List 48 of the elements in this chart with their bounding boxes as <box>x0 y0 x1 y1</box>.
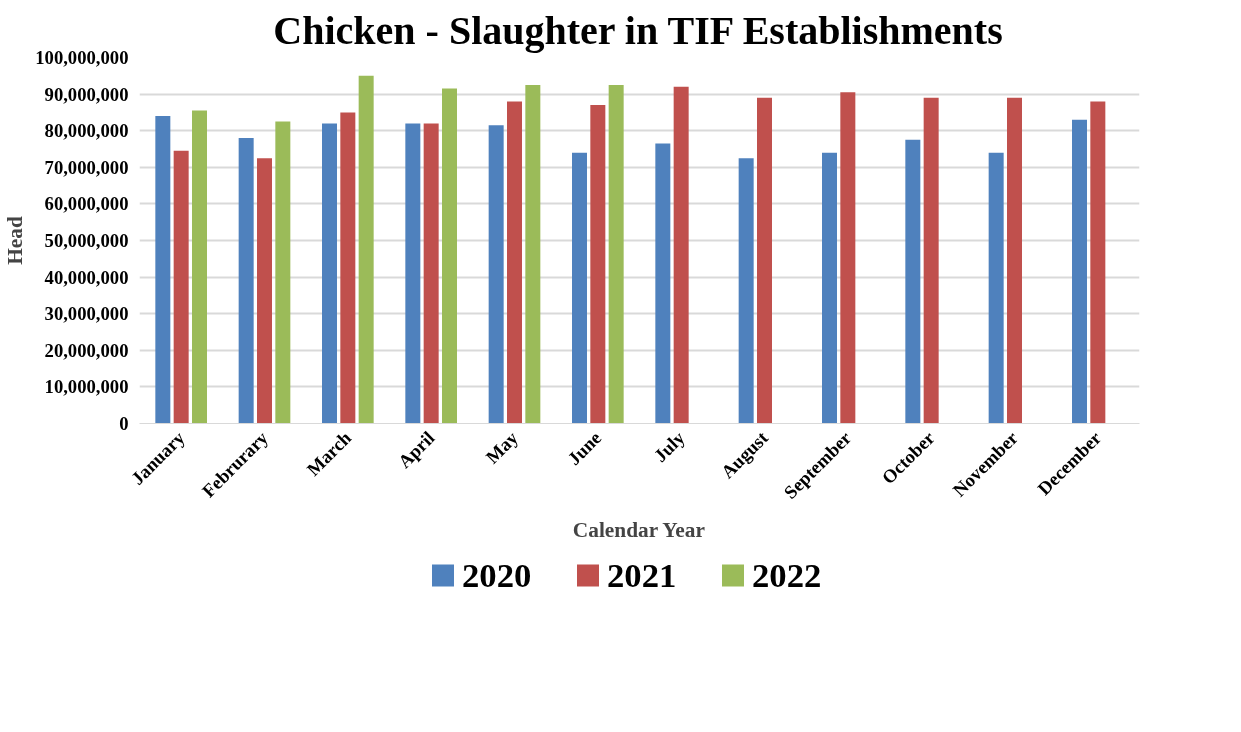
y-tick-label: 60,000,000 <box>44 193 129 215</box>
y-tick-label: 90,000,000 <box>44 83 129 105</box>
bar <box>322 123 337 424</box>
legend-label: 2022 <box>752 555 822 594</box>
y-tick-label: 70,000,000 <box>44 156 129 178</box>
bar <box>275 121 291 424</box>
bar <box>340 112 356 424</box>
bar <box>1072 119 1087 424</box>
legend-label: 2020 <box>462 555 532 594</box>
bar <box>507 101 522 424</box>
y-axis-title: Head <box>3 216 28 265</box>
legend-label: 2021 <box>607 555 677 594</box>
bar <box>822 152 837 424</box>
bar <box>257 158 272 424</box>
y-tick-label: 10,000,000 <box>44 376 129 398</box>
bar <box>923 97 939 424</box>
bar <box>358 75 374 424</box>
bar <box>655 143 671 424</box>
bar <box>840 92 856 424</box>
y-tick-label: 20,000,000 <box>44 339 129 361</box>
y-tick-label: 40,000,000 <box>44 266 129 288</box>
y-tick-label: 50,000,000 <box>44 230 129 251</box>
y-tick-label: 100,000,000 <box>35 47 129 68</box>
bar <box>173 150 189 424</box>
x-tick-label: July <box>649 426 690 467</box>
bar <box>905 139 921 424</box>
bar <box>572 152 587 424</box>
bar <box>192 110 207 424</box>
y-tick-label: 0 <box>119 413 129 434</box>
bar <box>155 116 171 424</box>
y-tick-label: 80,000,000 <box>44 120 129 142</box>
bar <box>423 123 439 424</box>
bar <box>238 138 254 424</box>
bar <box>1007 97 1022 424</box>
bar <box>590 105 606 424</box>
bar <box>525 84 541 424</box>
bar <box>442 88 457 424</box>
bar <box>608 84 624 424</box>
x-axis-title: Calendar Year <box>572 518 706 543</box>
bar <box>673 86 689 424</box>
bar <box>757 97 772 424</box>
bar <box>738 158 754 424</box>
bar <box>405 123 421 424</box>
bar <box>488 125 504 424</box>
bar <box>1090 101 1106 424</box>
y-tick-label: 30,000,000 <box>44 303 129 325</box>
bar <box>988 152 1004 424</box>
chart-title: Chicken - Slaughter in TIF Establishments <box>273 7 1003 53</box>
